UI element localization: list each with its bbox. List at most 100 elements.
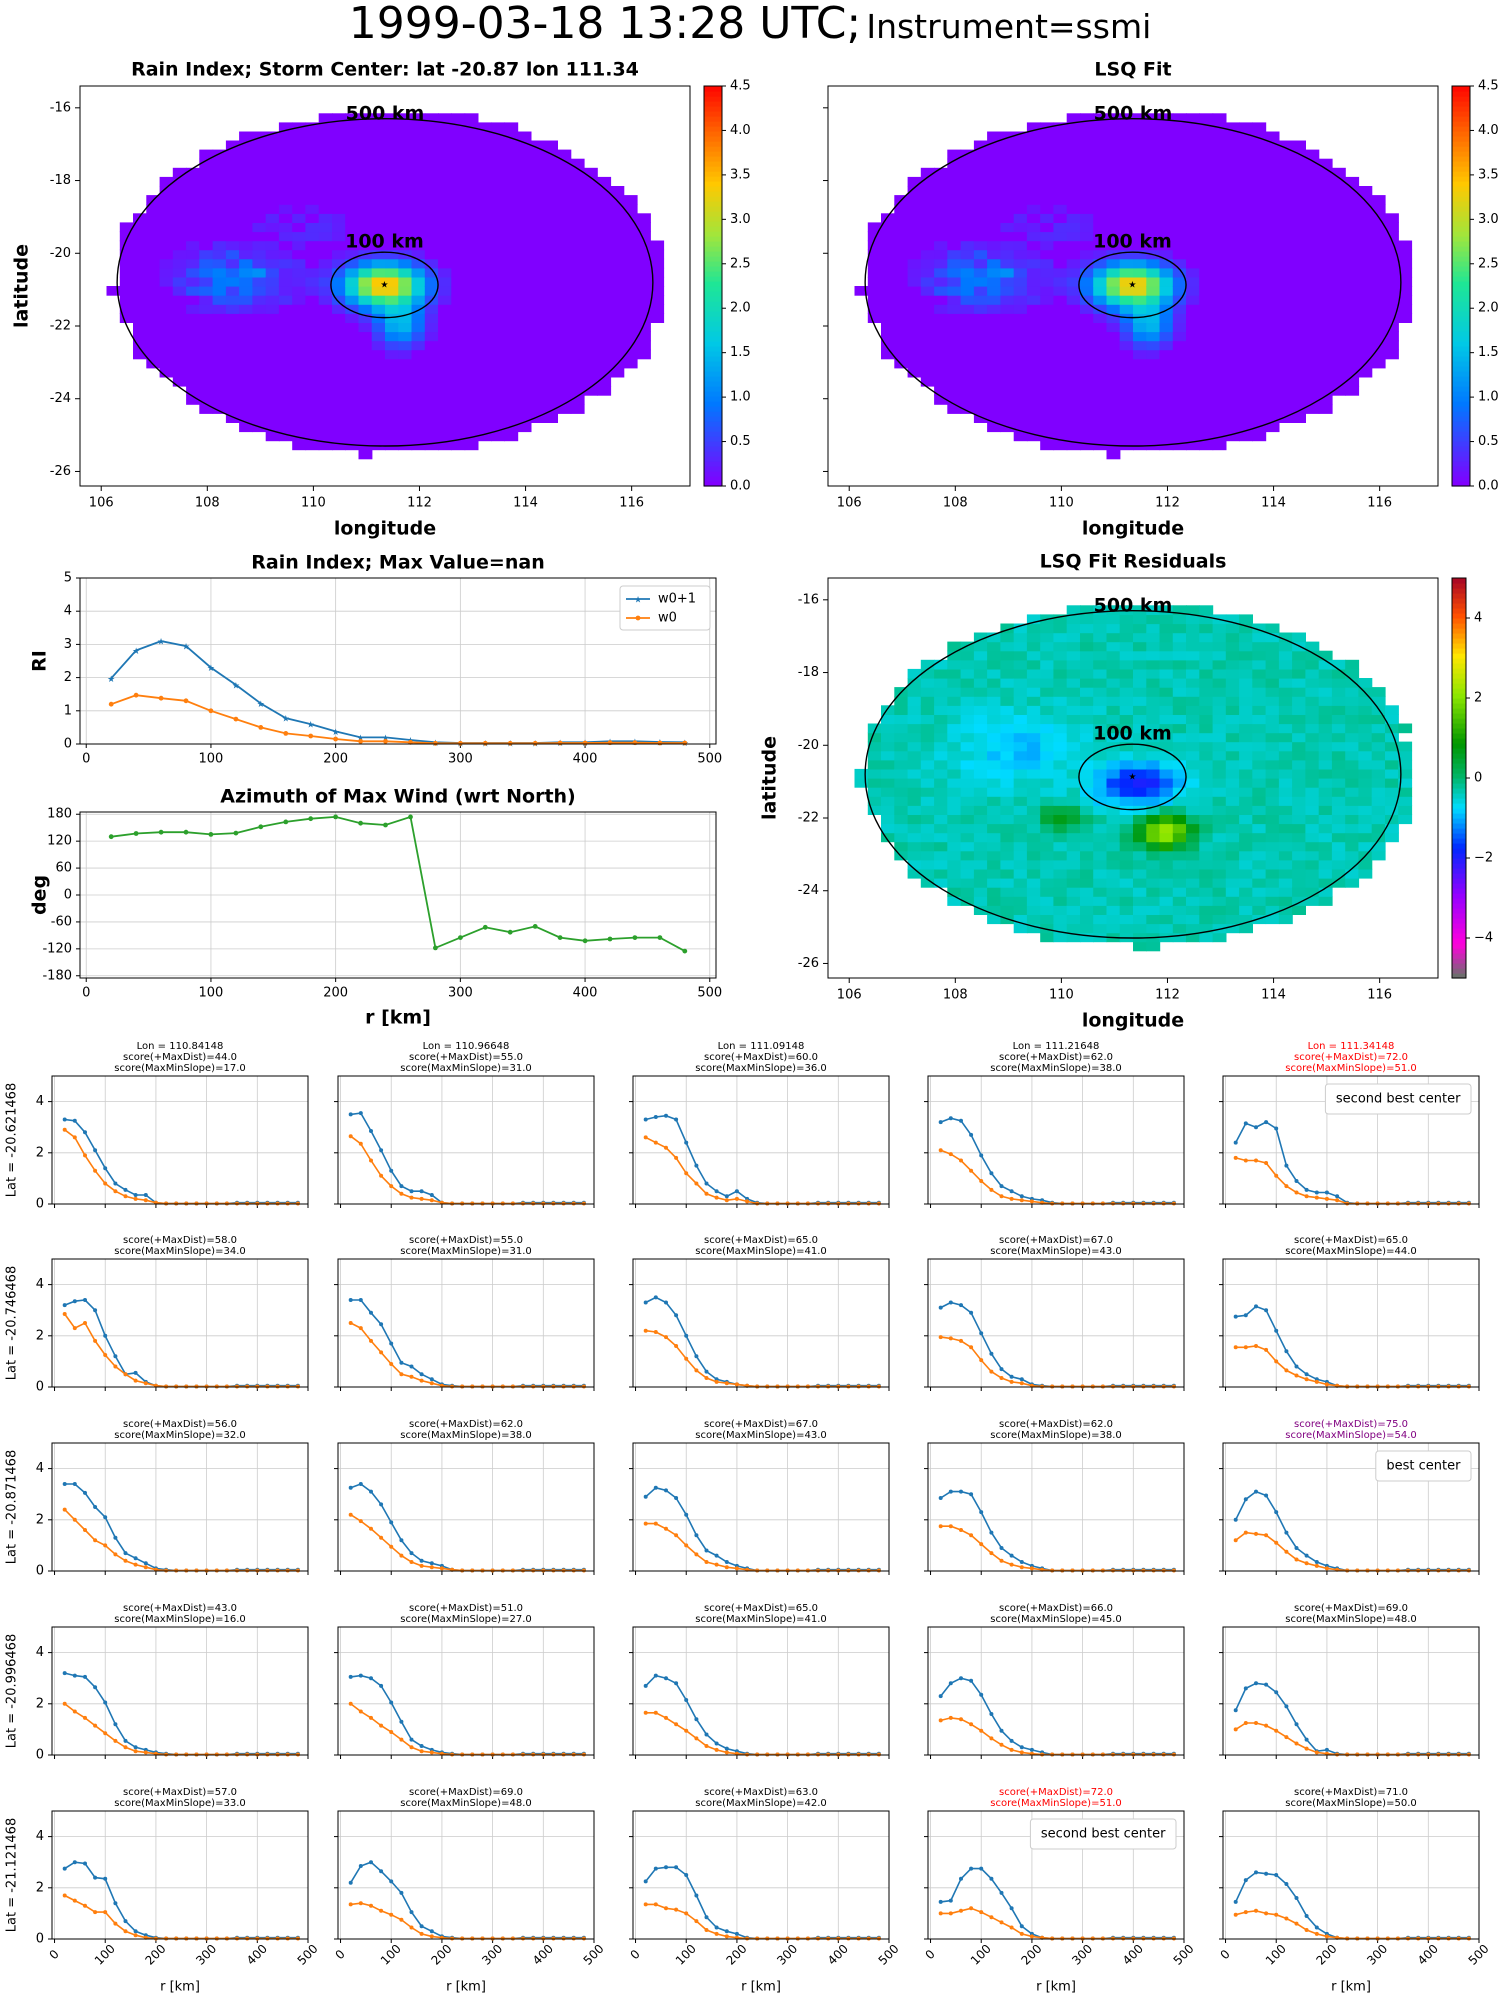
heatmap-cell [1278, 741, 1293, 752]
heatmap-cell [1225, 286, 1240, 296]
heatmap-cell [1358, 349, 1373, 360]
heatmap-cell [557, 295, 572, 305]
panel-title-line: score(MaxMinSlope)=34.0 [114, 1246, 245, 1257]
heatmap-cell [1278, 878, 1293, 888]
plot-frame [79, 85, 691, 487]
heatmap-cell [278, 222, 293, 233]
heatmap-cell [1040, 186, 1055, 196]
heatmap-cell [252, 186, 267, 196]
heatmap-cell [1398, 313, 1413, 323]
plot-area [338, 1259, 594, 1387]
heatmap-cell [358, 176, 373, 187]
heatmap-cell [252, 313, 267, 323]
heatmap-cell [1265, 422, 1280, 433]
heatmap-cell [1305, 850, 1320, 861]
heatmap-cell [1053, 131, 1068, 142]
heatmap-cell [491, 286, 505, 296]
heatmap-cell [1225, 614, 1240, 625]
heatmap-cell [318, 176, 333, 187]
heatmap-cell [1172, 805, 1187, 815]
heatmap-cell [530, 222, 545, 233]
heatmap-cell [1093, 614, 1108, 625]
heatmap-cell [464, 431, 479, 442]
heatmap-cell [1146, 641, 1161, 652]
heatmap-cell [424, 422, 439, 433]
y-axis-label: deg [29, 875, 51, 915]
heatmap-cell [920, 340, 935, 351]
heatmap-cell [1199, 295, 1214, 305]
heatmap-cell [544, 158, 558, 169]
colorbar-segment [704, 241, 722, 247]
heatmap-cell [385, 186, 399, 196]
heatmap-cell [133, 258, 147, 269]
heatmap-cell [1305, 304, 1320, 314]
colorbar-segment [1452, 958, 1466, 964]
heatmap-cell [1199, 896, 1214, 906]
heatmap-cell [1093, 787, 1108, 797]
heatmap-cell [464, 358, 479, 369]
data-point [419, 1189, 424, 1194]
heatmap-cell [1000, 759, 1015, 770]
heatmap-cell [1013, 176, 1028, 187]
heatmap-cell [1119, 796, 1134, 806]
heatmap-cell [1292, 176, 1306, 187]
legend-marker [635, 615, 641, 621]
heatmap-cell [610, 331, 625, 342]
heatmap-cell [292, 404, 307, 414]
y-tick-label: 5 [64, 571, 72, 586]
heatmap-cell [1106, 887, 1121, 897]
heatmap-cell [544, 395, 558, 405]
colorbar-segment [1452, 421, 1470, 427]
heatmap-cell [960, 376, 975, 387]
heatmap-cell [1225, 714, 1240, 725]
heatmap-cell [570, 304, 585, 314]
heatmap-cell [1172, 404, 1187, 414]
heatmap-cell [278, 376, 293, 387]
heatmap-cell [1186, 823, 1200, 834]
colorbar-segment [1452, 653, 1466, 659]
heatmap-cell [159, 195, 174, 205]
heatmap-cell [1212, 113, 1227, 123]
colorbar-segment [1452, 416, 1470, 422]
heatmap-cell [1106, 431, 1121, 442]
data-point [643, 1328, 648, 1333]
colorbar-segment [1452, 803, 1466, 809]
heatmap-cell [1318, 887, 1333, 897]
heatmap-cell [1119, 632, 1134, 643]
heatmap-cell [1106, 358, 1121, 369]
heatmap-cell [1345, 258, 1360, 269]
heatmap-cell [1225, 678, 1240, 688]
heatmap-cell [265, 386, 280, 396]
heatmap-cell [385, 195, 399, 205]
heatmap-cell [1080, 213, 1094, 223]
heatmap-cell [1239, 376, 1253, 387]
heatmap-cell [172, 213, 187, 223]
heatmap-cell [1080, 340, 1094, 351]
heatmap-cell [345, 376, 360, 387]
data-point [632, 935, 638, 940]
heatmap-cell [1305, 823, 1320, 834]
x-tick-label: 108 [943, 988, 968, 1003]
heatmap-cell [1358, 231, 1373, 242]
heatmap-cell [1146, 750, 1161, 761]
heatmap-cell [1066, 195, 1081, 205]
colorbar-tick-label: 0.5 [730, 434, 751, 449]
heatmap-cell [1026, 887, 1041, 897]
heatmap-cell [172, 340, 187, 351]
heatmap-cell [1345, 796, 1360, 806]
heatmap-cell [186, 367, 200, 378]
heatmap-cell [1278, 349, 1293, 360]
heatmap-cell [1252, 322, 1267, 333]
heatmap-cell [1106, 914, 1121, 925]
heatmap-cell [146, 249, 161, 260]
heatmap-cell [1119, 122, 1134, 133]
heatmap-cell [1345, 204, 1360, 214]
heatmap-cell [960, 641, 975, 652]
heatmap-cell [1040, 286, 1055, 296]
heatmap-cell [199, 395, 214, 405]
colorbar-segment [1452, 246, 1470, 252]
heatmap-cell [451, 331, 466, 342]
data-point [409, 1189, 414, 1194]
heatmap-cell [960, 322, 975, 333]
heatmap-cell [398, 122, 413, 133]
